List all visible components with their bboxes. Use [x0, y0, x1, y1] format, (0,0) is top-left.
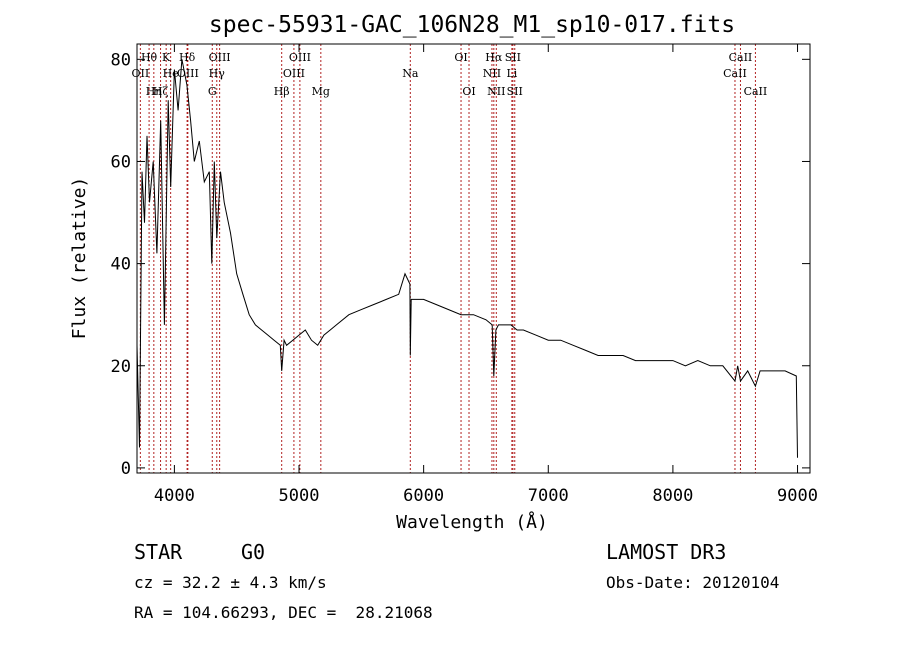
line-label-24: CaII	[723, 67, 747, 80]
line-label-0: OII	[132, 67, 150, 80]
line-label-10: OIII	[209, 51, 231, 64]
line-label-8: G	[208, 85, 217, 98]
x-tick-label-3: 7000	[528, 486, 569, 506]
line-label-11: Hβ	[274, 85, 290, 98]
x-tick-label-4: 8000	[652, 486, 693, 506]
plot-frame	[136, 43, 811, 474]
series-layer	[136, 59, 798, 458]
line-label-15: Na	[402, 67, 419, 80]
line-label-22: SII	[505, 51, 521, 64]
line-label-3: Hζ	[153, 85, 169, 98]
line-labels-layer: OIIHθHηHζKHeHδOIIIGHγOIIIHβOIIIOIIIMgNaO…	[132, 51, 768, 98]
line-label-9: Hγ	[209, 67, 226, 80]
survey-name: LAMOST DR3	[606, 540, 727, 564]
coordinates: RA = 104.66293, DEC = 28.21068	[134, 603, 433, 622]
y-tick-label-2: 40	[111, 255, 131, 275]
object-subclass: G0	[241, 540, 266, 564]
x-axis-label: Wavelength (Å)	[396, 511, 548, 533]
line-label-2: Hη	[146, 85, 162, 98]
x-tick-label-5: 9000	[777, 486, 818, 506]
line-label-17: OI	[462, 85, 475, 98]
y-tick-label-0: 0	[121, 459, 131, 479]
object-class: STAR	[134, 540, 183, 564]
line-label-1: Hθ	[141, 51, 158, 64]
line-label-4: K	[162, 51, 171, 64]
line-label-16: OI	[454, 51, 467, 64]
emission-lines-layer	[139, 44, 756, 473]
line-label-26: CaII	[744, 85, 768, 98]
line-label-13: OIII	[289, 51, 311, 64]
line-label-6: Hδ	[179, 51, 196, 64]
obs-date: Obs-Date: 20120104	[606, 573, 780, 592]
line-label-25: CaII	[729, 51, 753, 64]
line-label-23: SII	[507, 85, 523, 98]
line-label-21: Li	[506, 67, 517, 80]
line-label-18: NII	[483, 67, 501, 80]
y-tick-label-4: 80	[111, 50, 131, 70]
ticks-layer: 4000 5000 6000 7000 8000 9000 0 20 40 60 80	[111, 44, 818, 506]
x-tick-label-2: 6000	[403, 486, 444, 506]
y-tick-label-1: 20	[111, 357, 131, 377]
y-axis-label: Flux (relative)	[69, 177, 90, 340]
line-label-12: OIII	[283, 67, 305, 80]
line-label-7: OIII	[177, 67, 199, 80]
redshift-cz: cz = 32.2 ± 4.3 km/s	[134, 573, 327, 592]
x-tick-label-1: 5000	[279, 486, 320, 506]
line-label-14: Mg	[312, 85, 330, 98]
chart-title: spec-55931-GAC_106N28_M1_sp10-017.fits	[209, 12, 735, 38]
line-label-19: Hα	[485, 51, 503, 64]
x-tick-label-0: 4000	[154, 486, 195, 506]
series-line-0	[136, 59, 798, 458]
y-tick-label-3: 60	[111, 152, 131, 172]
line-label-20: NII	[487, 85, 505, 98]
